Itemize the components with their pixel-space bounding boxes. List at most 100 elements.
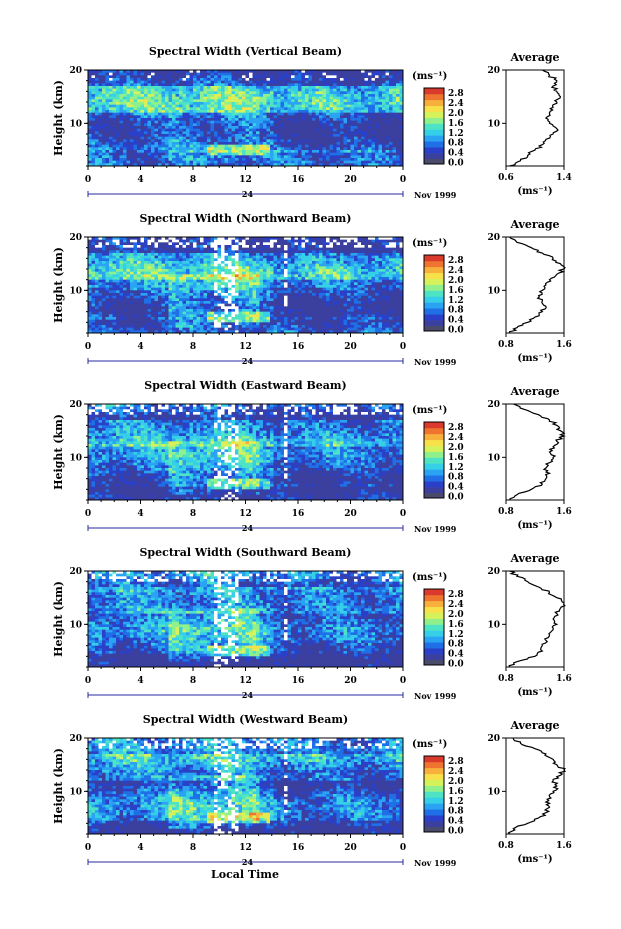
heatmap-cell	[189, 134, 194, 138]
heatmap-cell	[151, 271, 155, 275]
heatmap-cell	[116, 263, 120, 267]
heatmap-cell	[196, 91, 201, 95]
heatmap-cell	[130, 80, 134, 84]
heatmap-cell	[291, 142, 295, 146]
heatmap-cell	[224, 104, 229, 108]
heatmap-cell	[329, 94, 334, 98]
heatmap-cell	[266, 94, 271, 98]
heatmap-cell	[158, 144, 162, 148]
heatmap-cell	[343, 80, 348, 84]
heatmap-cell	[112, 247, 117, 251]
heatmap-cell	[287, 152, 292, 156]
heatmap-cell	[154, 282, 159, 286]
heatmap-cell	[392, 110, 397, 114]
heatmap-cell	[224, 266, 229, 270]
heatmap-cell	[182, 163, 187, 167]
heatmap-cell	[375, 118, 379, 122]
heatmap-cell	[364, 237, 369, 241]
heatmap-cell	[105, 285, 110, 289]
heatmap-cell	[231, 155, 236, 159]
heatmap-cell	[147, 80, 152, 84]
heatmap-cell	[98, 96, 103, 100]
heatmap-cell	[371, 277, 376, 281]
heatmap-cell	[186, 88, 190, 92]
heatmap-cell	[249, 261, 253, 265]
heatmap-cell	[102, 242, 106, 246]
heatmap-cell	[266, 72, 271, 76]
heatmap-cell	[168, 70, 173, 74]
heatmap-cell	[312, 102, 316, 106]
heatmap-cell	[364, 269, 369, 273]
heatmap-cell	[287, 126, 292, 130]
heatmap-cell	[231, 247, 236, 251]
heatmap-cell	[252, 91, 257, 95]
heatmap-cell	[112, 142, 117, 146]
heatmap-cell	[105, 163, 110, 167]
heatmap-cell	[193, 245, 197, 249]
heatmap-cell	[238, 107, 243, 111]
heatmap-cell	[203, 104, 208, 108]
heatmap-cell	[130, 75, 134, 79]
heatmap-cell	[266, 263, 271, 267]
heatmap-cell	[147, 255, 152, 259]
heatmap-cell	[396, 104, 400, 108]
heatmap-cell	[238, 120, 243, 124]
colorbar-swatch	[424, 153, 444, 160]
heatmap-cell	[245, 102, 250, 106]
heatmap-cell	[217, 279, 222, 283]
heatmap-cell	[242, 274, 246, 278]
heatmap-cell	[256, 110, 260, 114]
heatmap-cell	[273, 255, 278, 259]
heatmap-cell	[378, 242, 383, 246]
heatmap-cell	[172, 285, 176, 289]
heatmap-cell	[140, 250, 145, 254]
heatmap-cell	[326, 144, 330, 148]
heatmap-cell	[249, 250, 253, 254]
heatmap-cell	[375, 279, 379, 283]
heatmap-cell	[186, 279, 190, 283]
heatmap-cell	[396, 237, 400, 241]
heatmap-cell	[263, 253, 267, 257]
panel-title: Spectral Width (Vertical Beam)	[149, 45, 342, 58]
heatmap-cell	[165, 237, 169, 241]
heatmap-cell	[186, 83, 190, 87]
heatmap-cell	[130, 104, 134, 108]
heatmap-cell	[301, 91, 306, 95]
heatmap-cell	[361, 139, 365, 143]
heatmap-cell	[319, 83, 323, 87]
heatmap-cell	[224, 155, 229, 159]
heatmap-cell	[130, 274, 134, 278]
heatmap-cell	[298, 152, 302, 156]
heatmap-cell	[392, 123, 397, 127]
heatmap-cell	[186, 70, 190, 74]
heatmap-cell	[231, 142, 236, 146]
heatmap-cell	[168, 144, 173, 148]
heatmap-cell	[210, 285, 215, 289]
heatmap-cell	[147, 102, 152, 106]
heatmap-cell	[301, 134, 306, 138]
heatmap-cell	[231, 253, 236, 257]
heatmap-cell	[242, 269, 246, 273]
heatmap-cell	[203, 83, 208, 87]
heatmap-cell	[221, 112, 225, 116]
heatmap-cell	[189, 86, 194, 90]
heatmap-cell	[147, 139, 152, 143]
heatmap-cell	[91, 120, 96, 124]
heatmap-cell	[340, 271, 344, 275]
heatmap-cell	[368, 158, 372, 162]
heatmap-cell	[207, 78, 211, 82]
heatmap-cell	[207, 274, 211, 278]
heatmap-cell	[259, 78, 264, 82]
heatmap-cell	[228, 152, 232, 156]
heatmap-cell	[329, 269, 334, 273]
heatmap-cell	[119, 139, 124, 143]
heatmap-cell	[336, 239, 341, 243]
heatmap-cell	[242, 70, 246, 74]
heatmap-cell	[308, 263, 313, 267]
heatmap-cell	[238, 112, 243, 116]
heatmap-cell	[175, 261, 180, 265]
heatmap-cell	[189, 158, 194, 162]
heatmap-cell	[350, 152, 355, 156]
heatmap-cell	[228, 245, 232, 249]
heatmap-cell	[102, 126, 106, 130]
